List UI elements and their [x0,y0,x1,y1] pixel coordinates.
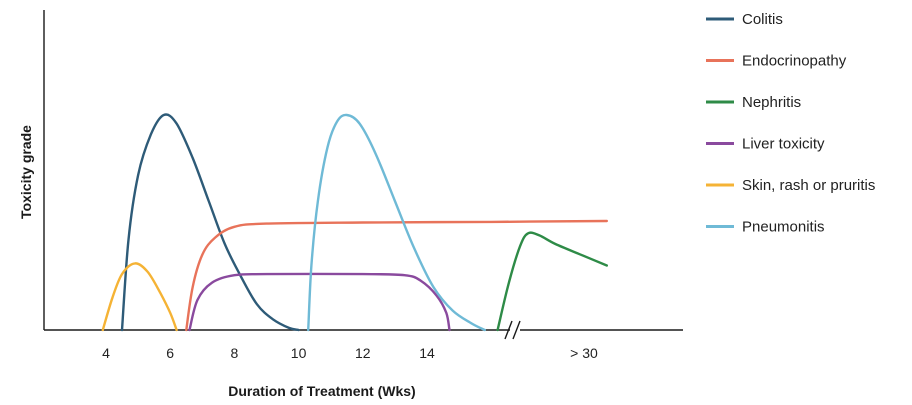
legend-label: Colitis [742,11,783,28]
series-line-liver-toxicity [188,272,451,332]
legend-item-liver-toxicity: Liver toxicity [706,136,825,153]
legend-label: Nephritis [742,94,801,111]
x-tick-label: 6 [166,345,174,361]
series-line-nephritis [496,231,608,332]
series-line-colitis [120,113,300,332]
series-line-skin-rash-or-pruritis [101,262,178,332]
x-axis-title: Duration of Treatment (Wks) [228,383,415,399]
y-axis-title: Toxicity grade [18,125,34,219]
x-tick-label: 4 [102,345,110,361]
x-tick-labels: 4 6 8 10 12 14 > 30 [102,345,598,361]
legend: Colitis Endocrinopathy Nephritis Liver toxi… [706,11,875,236]
legend-item-colitis: Colitis [706,11,783,28]
axes [43,10,683,340]
x-tick-label-break: > 30 [570,345,598,361]
legend-label: Pneumonitis [742,219,825,236]
legend-item-nephritis: Nephritis [706,94,801,111]
axis-break-mark [504,320,521,340]
x-tick-label: 12 [355,345,371,361]
series-line-pneumonitis [307,113,486,332]
series-line-endocrinopathy [185,219,608,332]
x-tick-label: 8 [231,345,239,361]
legend-item-pneumonitis: Pneumonitis [706,219,825,236]
legend-item-endocrinopathy: Endocrinopathy [706,53,847,70]
series-curves [101,113,608,332]
legend-item-skin-rash-or-pruritis: Skin, rash or pruritis [706,177,875,194]
legend-label: Liver toxicity [742,136,825,153]
x-tick-label: 14 [419,345,435,361]
legend-label: Skin, rash or pruritis [742,177,875,194]
x-tick-label: 10 [291,345,307,361]
legend-label: Endocrinopathy [742,53,847,70]
